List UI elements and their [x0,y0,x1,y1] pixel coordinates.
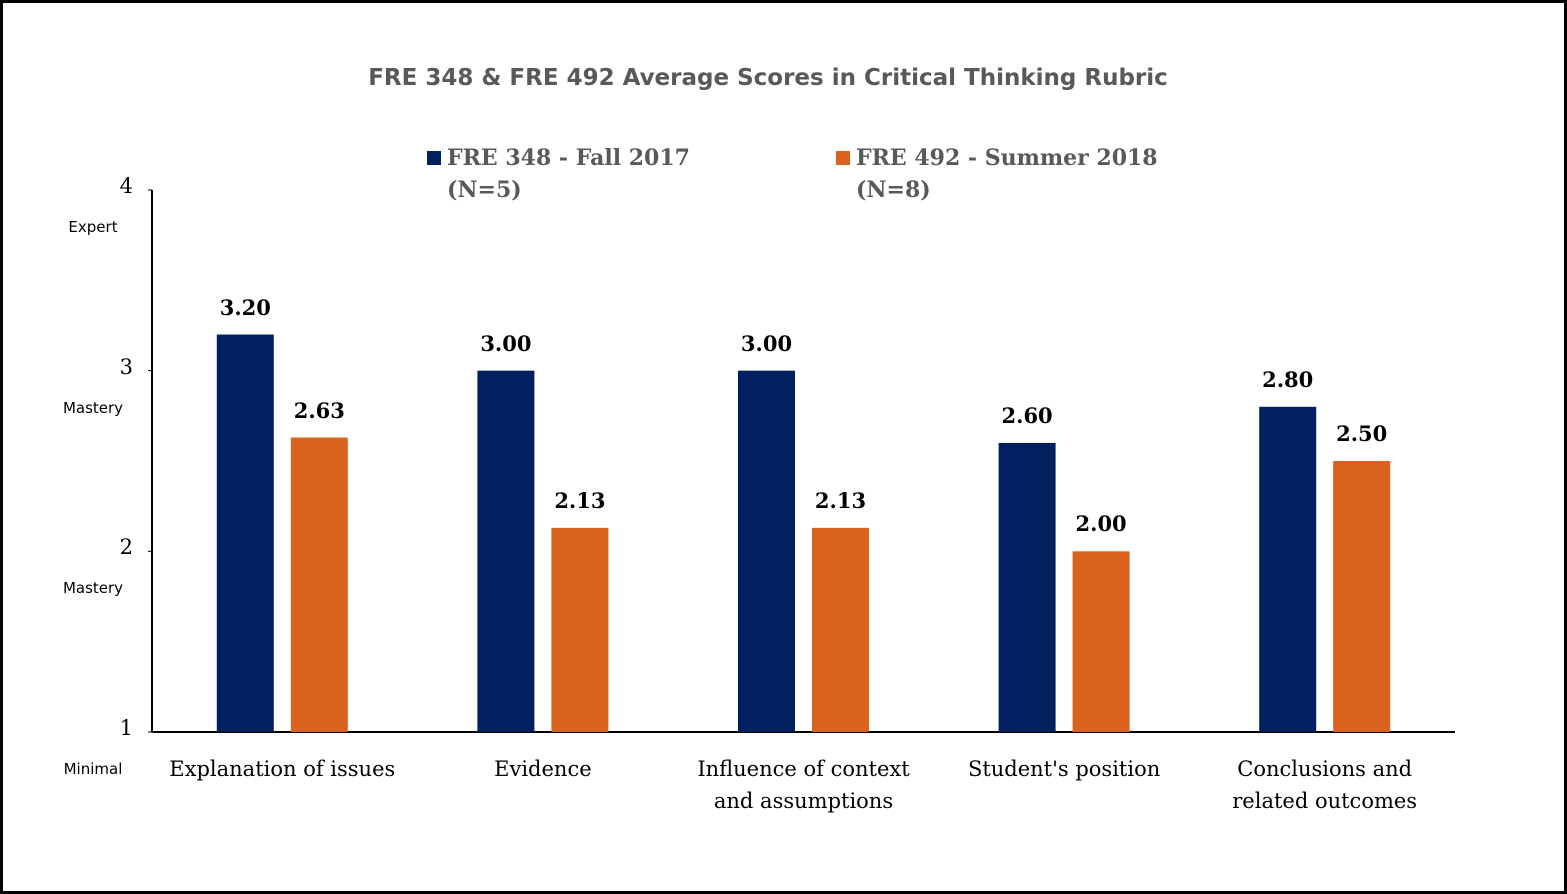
x-tick-label: Evidence [494,757,592,781]
y-tick-label: 3 [119,354,133,379]
value-label: 3.00 [740,330,793,356]
value-label: 3.20 [219,294,271,320]
value-label: 2.13 [554,487,606,513]
y-tick-sublabel: Expert [68,218,118,236]
bar [998,442,1056,732]
legend-swatch [427,151,441,165]
legend-label: FRE 348 - Fall 2017 (N=5) [447,145,690,203]
x-tick-label: Student's position [967,757,1161,781]
bar [738,370,795,732]
bar [1072,551,1130,732]
value-label: 2.50 [1336,421,1388,446]
y-tick-sublabel: Mastery [62,398,124,417]
value-label: 3.00 [480,330,532,356]
value-label: 2.13 [814,487,867,513]
bar [216,334,274,732]
bar [551,527,609,732]
value-label: 2.63 [293,397,345,423]
y-tick-sublabel: Mastery [62,579,124,598]
value-label: 2.80 [1262,366,1314,392]
legend-swatch [836,151,850,165]
bar [1259,406,1317,732]
chart-title: FRE 348 & FRE 492 Average Scores in Crit… [368,65,1168,91]
bar [1333,461,1391,732]
legend-label: FRE 492 - Summer 2018 (N=8) [856,145,1158,203]
bar [290,437,348,732]
y-tick-label: 1 [119,716,133,740]
y-tick-label: 2 [119,535,133,560]
plot [148,151,1455,733]
value-label: 2.00 [1075,511,1127,537]
x-tick-label: Conclusions and related outcomes [1232,757,1418,813]
x-tick-label: Influence of context and assumptions [697,757,910,813]
y-tick-sublabel: Minimal [63,760,123,778]
value-label: 2.60 [1001,402,1053,428]
y-tick-label: 4 [119,174,133,198]
bar [812,527,869,732]
bar [477,370,535,732]
x-tick-label: Explanation of issues [169,757,396,781]
